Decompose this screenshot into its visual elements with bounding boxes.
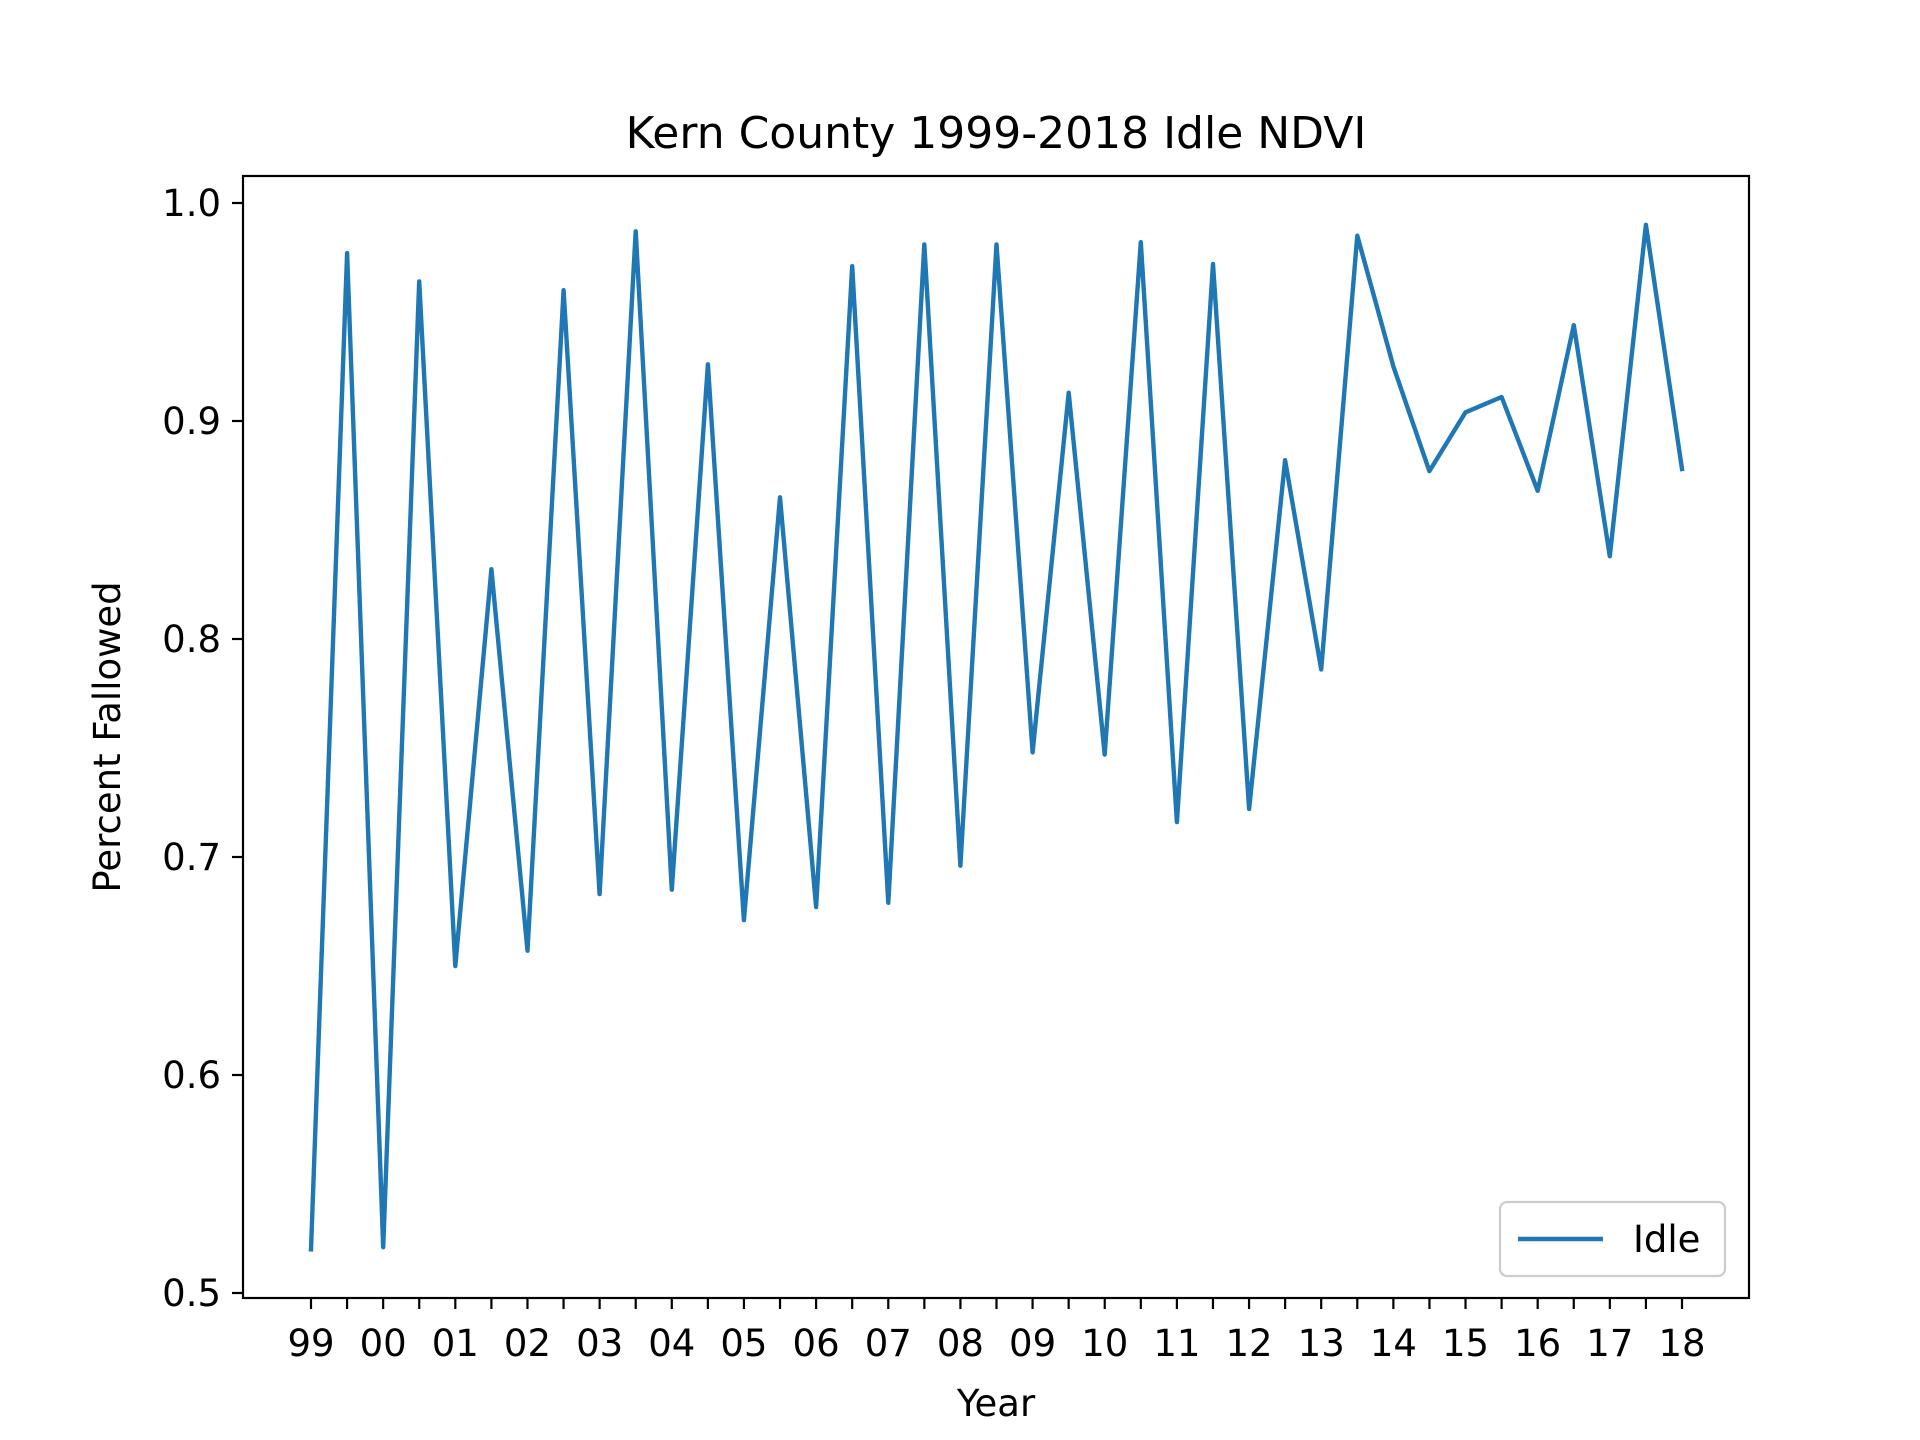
- y-axis-ticks: 0.5 0.6 0.7 0.8 0.9 1.0: [162, 182, 243, 1315]
- series-layer: [308, 222, 1685, 1252]
- x-tick-label: 14: [1370, 1322, 1417, 1365]
- x-tick-label: 07: [865, 1322, 912, 1365]
- x-tick-label: 01: [432, 1322, 479, 1365]
- x-tick-label: 09: [1009, 1322, 1056, 1365]
- y-tick-label: 0.8: [162, 618, 221, 661]
- x-tick-label: 13: [1298, 1322, 1345, 1365]
- y-tick-label: 0.5: [162, 1272, 221, 1315]
- y-tick-label: 0.9: [162, 400, 221, 443]
- legend-box: [1498, 1200, 1727, 1278]
- x-tick-label: 11: [1153, 1322, 1200, 1365]
- x-tick-label: 05: [720, 1322, 767, 1365]
- x-tick-label: 16: [1514, 1322, 1561, 1365]
- y-tick-label: 0.6: [162, 1054, 221, 1097]
- x-tick-label: 02: [504, 1322, 551, 1365]
- legend-label-idle: Idle: [1633, 1218, 1700, 1261]
- y-tick-label: 1.0: [162, 182, 221, 225]
- chart-title: Kern County 1999-2018 Idle NDVI: [626, 108, 1367, 159]
- x-tick-label: 18: [1658, 1322, 1705, 1365]
- x-tick-label: 03: [576, 1322, 623, 1365]
- x-tick-label: 17: [1586, 1322, 1633, 1365]
- x-tick-label: 10: [1081, 1322, 1128, 1365]
- legend: Idle: [1498, 1200, 1727, 1278]
- x-tick-label: 12: [1226, 1322, 1273, 1365]
- x-tick-label: 06: [793, 1322, 840, 1365]
- x-tick-label: 15: [1442, 1322, 1489, 1365]
- plot-frame: [241, 174, 1751, 1300]
- x-tick-label: 08: [937, 1322, 984, 1365]
- x-tick-label: 00: [360, 1322, 407, 1365]
- y-tick-label: 0.7: [162, 836, 221, 879]
- x-axis-ticks: 99 00 01 02 03 04 05 06 07 08 09 10 11 12 13 14 15 16 17 18: [287, 1298, 1706, 1365]
- series-line-idle: [308, 222, 1685, 1252]
- x-axis-label: Year: [956, 1382, 1036, 1425]
- x-tick-label: 99: [287, 1322, 334, 1365]
- x-tick-label: 04: [648, 1322, 695, 1365]
- y-axis-label: Percent Fallowed: [86, 581, 129, 892]
